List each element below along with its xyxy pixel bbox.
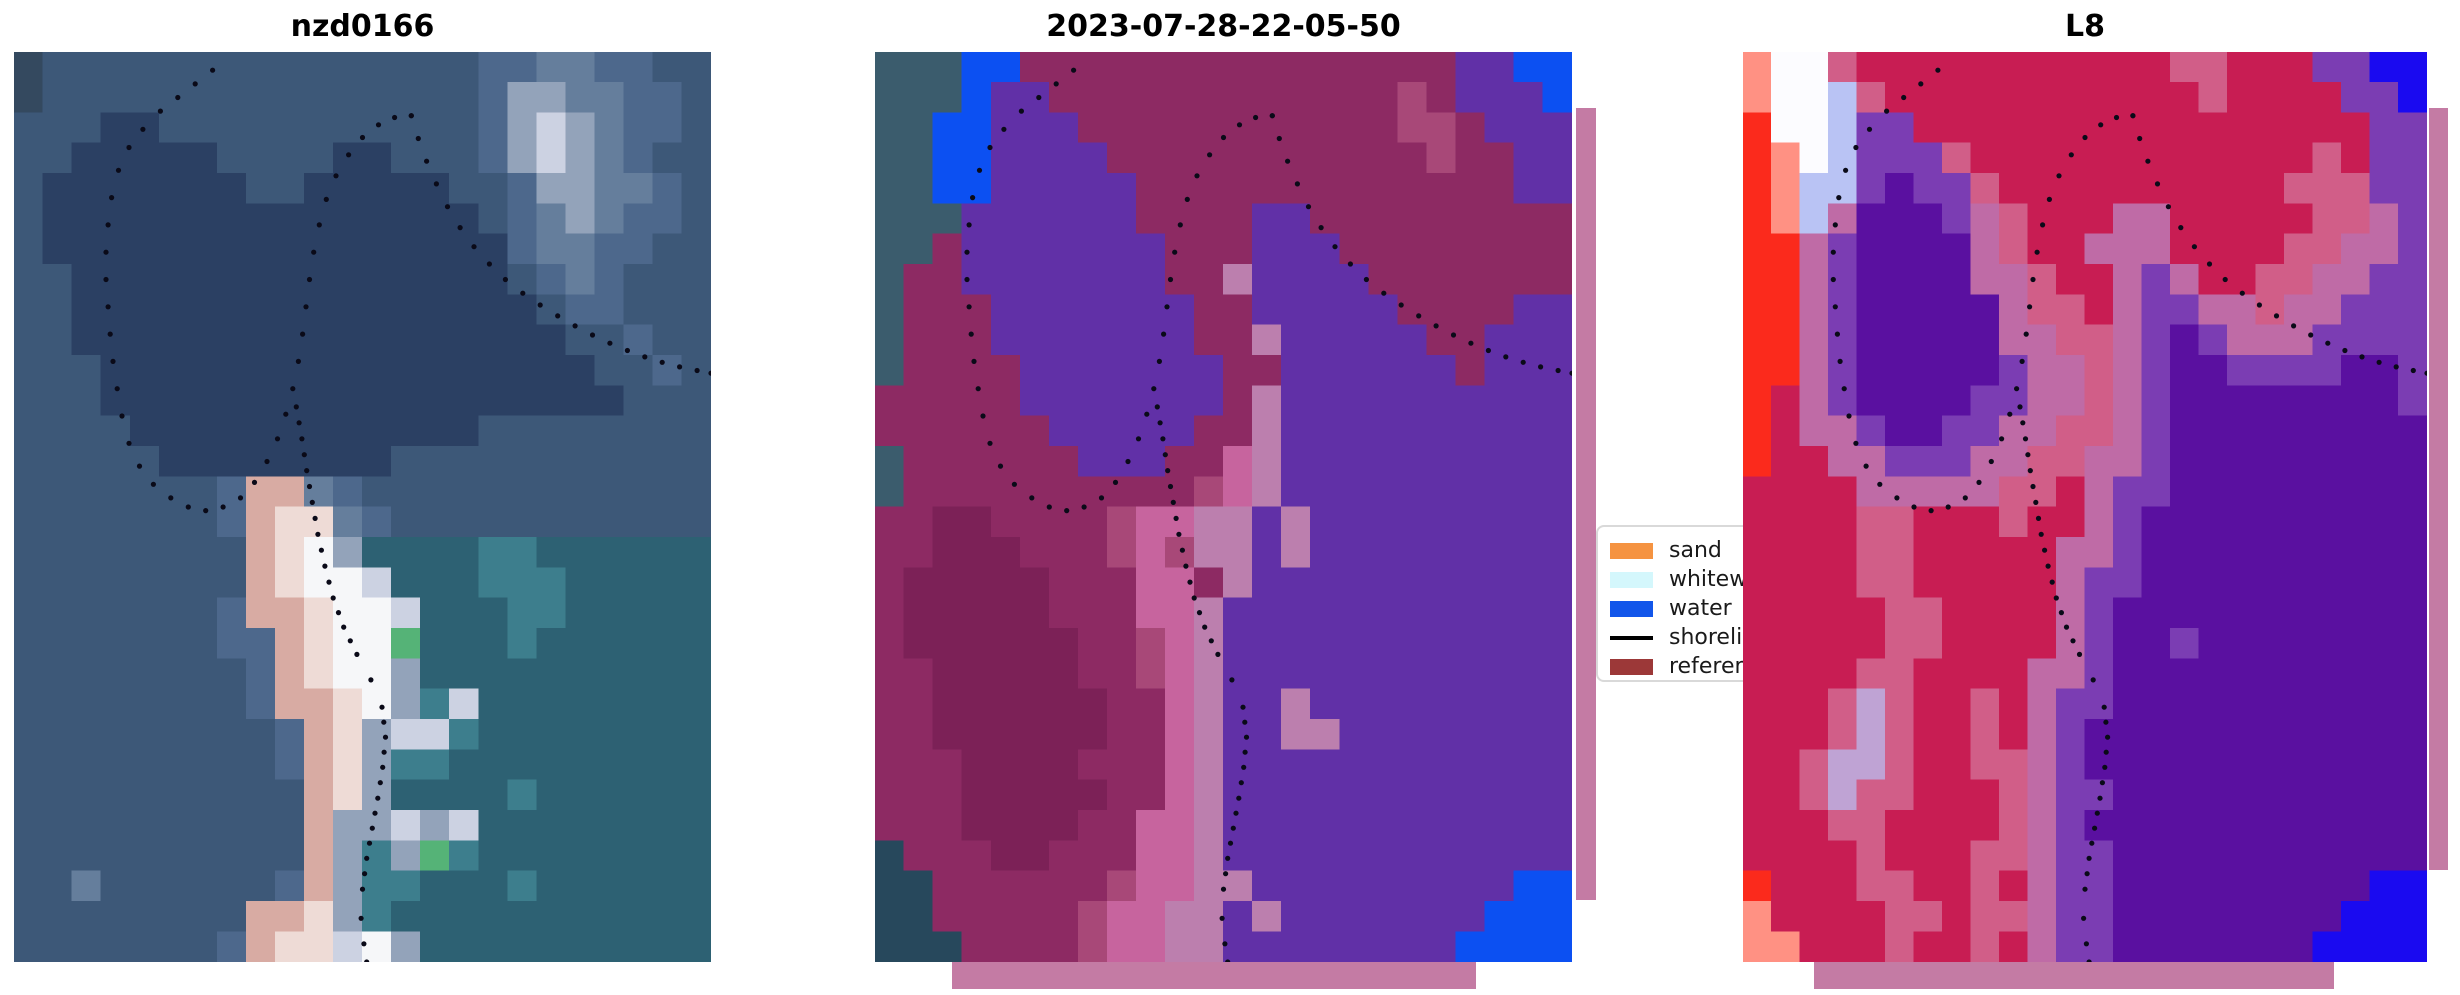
classified-image xyxy=(875,52,1572,962)
rgb-satellite-image xyxy=(14,52,711,962)
panel-classified-image: 2023-07-28-22-05-50 xyxy=(875,9,1572,962)
false-color-image xyxy=(1743,52,2427,962)
legend-swatch-sand xyxy=(1610,542,1653,559)
panel-title-sitename: nzd0166 xyxy=(290,9,435,44)
legend-swatch-reference-shoreline xyxy=(1610,658,1653,675)
legend-item: sand xyxy=(1610,536,1842,565)
legend-swatch-whitewater xyxy=(1610,571,1653,588)
reference-buffer-strip-right xyxy=(2429,108,2448,870)
panel-title-satellite: L8 xyxy=(2065,9,2105,44)
legend-swatch-water xyxy=(1610,600,1653,617)
reference-buffer-strip-bottom xyxy=(952,962,1476,989)
panel-l8-image: L8 xyxy=(1743,9,2427,962)
panel-title-datetime: 2023-07-28-22-05-50 xyxy=(1046,9,1401,44)
panel-rgb-image: nzd0166 xyxy=(14,9,711,962)
legend-label: water xyxy=(1669,596,1732,621)
legend-label: sand xyxy=(1669,538,1722,563)
legend-item: water xyxy=(1610,594,1842,623)
legend-swatch-shoreline xyxy=(1610,635,1653,640)
reference-buffer-strip-right xyxy=(1576,108,1596,900)
reference-buffer-strip-bottom xyxy=(1814,962,2334,989)
